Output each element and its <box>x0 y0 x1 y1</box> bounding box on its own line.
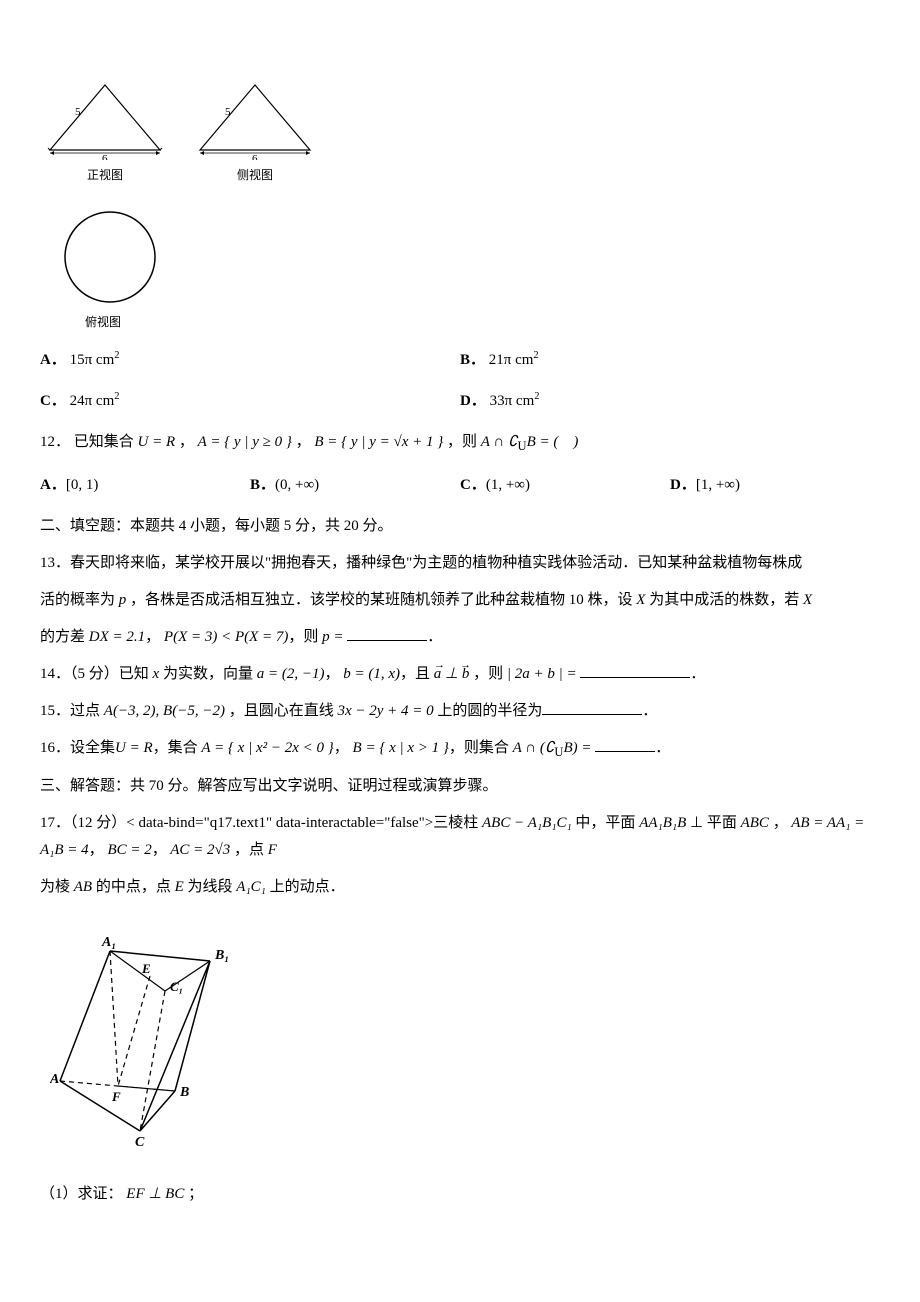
base-6-label: 6 <box>252 153 258 160</box>
label-E: E <box>141 961 151 976</box>
section3-header: 三、解答题：共 70 分。解答应写出文字说明、证明过程或演算步骤。 <box>40 773 880 800</box>
q13-line1: 13．春天即将来临，某学校开展以"拥抱春天，播种绿色"为主题的植物种植实践体验活… <box>40 550 880 577</box>
label-C1: C₁ <box>170 979 183 994</box>
q15-blank <box>542 714 642 715</box>
label-A1: A₁ <box>101 935 116 950</box>
option-12-C: C．(1, +∞) <box>460 472 670 499</box>
side-view: 5 6 侧视图 <box>190 80 320 187</box>
prism-figure: A₁ B₁ C₁ E A B C F <box>50 931 250 1151</box>
top-view-caption: 俯视图 <box>85 312 121 334</box>
side-5-label: 5 <box>225 106 231 118</box>
option-11-D: D． 33π cm2 <box>460 388 880 415</box>
circle-svg <box>50 207 170 307</box>
option-11-A: A． 15π cm2 <box>40 347 460 374</box>
q15-stem: 15．过点 A(−3, 2), B(−5, −2) ，且圆心在直线 3x − 2… <box>40 698 880 725</box>
q14-blank <box>580 677 690 678</box>
q16-stem: 16．设全集U = R，集合 A = { x | x² − 2x < 0 }， … <box>40 735 880 764</box>
option-11-B: B． 21π cm2 <box>460 347 880 374</box>
q17-line2: 为棱 AB 的中点，点 E 为线段 A₁C₁ 上的动点． <box>40 874 880 901</box>
front-view: 5 6 正视图 <box>40 80 170 187</box>
q13-line3: 的方差 DX = 2.1， P(X = 3) < P(X = 7)，则 p = … <box>40 624 880 651</box>
side-5-label: 5 <box>75 106 81 118</box>
label-B1: B₁ <box>214 948 229 963</box>
label-C: C <box>135 1135 145 1150</box>
section2-header: 二、填空题：本题共 4 小题，每小题 5 分，共 20 分。 <box>40 513 880 540</box>
q12-stem: 12． 已知集合 U = R ， A = { y | y ≥ 0 } ， B =… <box>40 429 880 458</box>
q17-line1: 17．（12 分）< data-bind="q17.text1" data-in… <box>40 810 880 864</box>
q13-line2: 活的概率为 p ，各株是否成活相互独立．该学校的某班随机领养了此种盆栽植物 10… <box>40 587 880 614</box>
option-12-B: B．(0, +∞) <box>250 472 460 499</box>
q11-options-row1: A． 15π cm2 B． 21π cm2 <box>40 347 880 374</box>
option-12-D: D．[1, +∞) <box>670 472 880 499</box>
label-F: F <box>111 1089 121 1104</box>
triangle-front-svg: 5 6 <box>40 80 170 160</box>
side-view-caption: 侧视图 <box>237 165 273 187</box>
option-11-C: C． 24π cm2 <box>40 388 460 415</box>
label-B: B <box>179 1085 189 1100</box>
q16-blank <box>595 751 655 752</box>
triangle-side-svg: 5 6 <box>190 80 320 160</box>
q12-options: A．[0, 1) B．(0, +∞) C．(1, +∞) D．[1, +∞) <box>40 472 880 499</box>
front-view-caption: 正视图 <box>87 165 123 187</box>
label-A: A <box>50 1072 59 1087</box>
q11-options-row2: C． 24π cm2 D． 33π cm2 <box>40 388 880 415</box>
q17-sub1: （1）求证： EF ⊥ BC ； <box>40 1181 880 1208</box>
base-6-label: 6 <box>102 153 108 160</box>
three-view-figures: 5 6 正视图 5 6 侧视图 <box>40 80 880 187</box>
q14-stem: 14．（5 分）已知 x 为实数，向量 a = (2, −1)， b = (1,… <box>40 661 880 688</box>
option-12-A: A．[0, 1) <box>40 472 250 499</box>
q13-blank <box>347 640 427 641</box>
top-view: 俯视图 <box>50 197 880 334</box>
